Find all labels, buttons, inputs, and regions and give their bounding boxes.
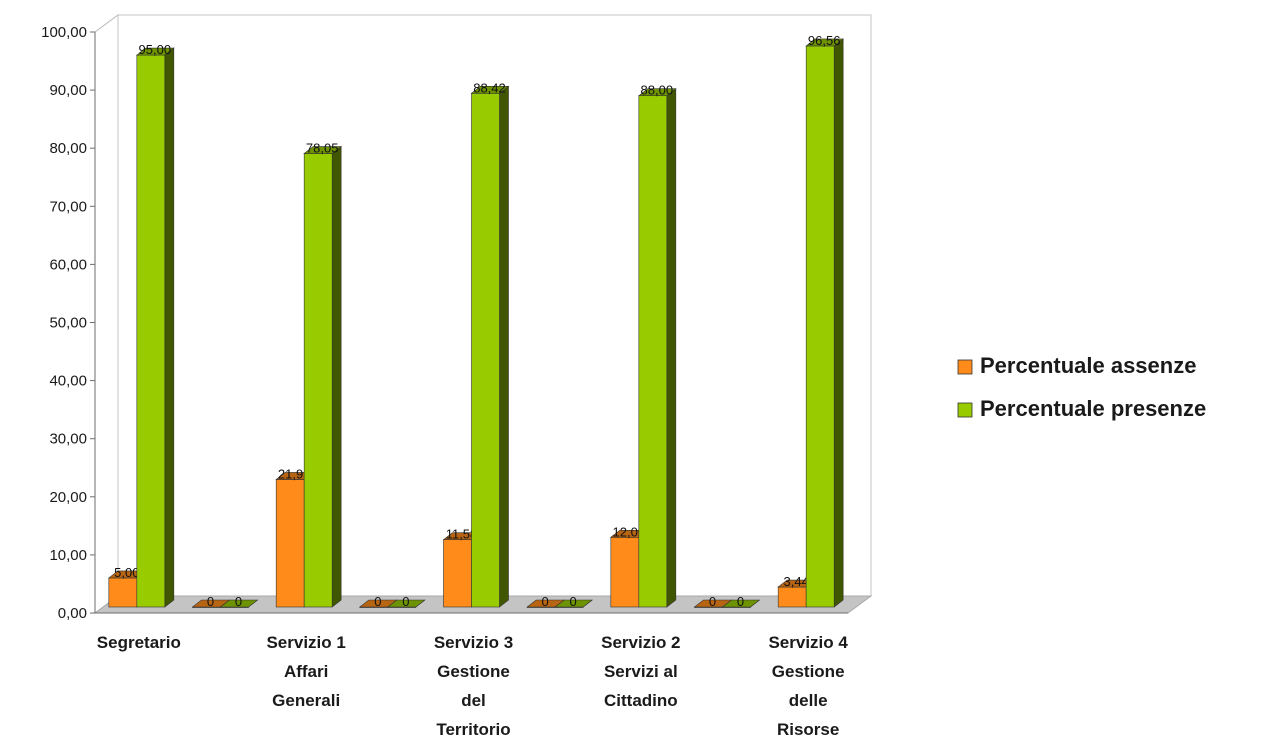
y-tick-label: 80,00 bbox=[49, 140, 87, 157]
x-tick-label-line: Segretario bbox=[97, 633, 181, 652]
data-label: 88,42 bbox=[473, 80, 506, 95]
bar-side bbox=[666, 88, 677, 608]
x-tick-label-line: Servizio 1 bbox=[266, 633, 345, 652]
y-tick-label: 90,00 bbox=[49, 82, 87, 99]
data-label: 21,95 bbox=[278, 466, 311, 481]
y-tick-label: 70,00 bbox=[49, 198, 87, 215]
x-tick-label-line: Generali bbox=[272, 691, 340, 710]
x-tick-label-line: Gestione bbox=[437, 662, 510, 681]
bar-top bbox=[554, 599, 594, 608]
bar-presenze: 88,00 bbox=[637, 83, 677, 608]
bar-presenze: 0 bbox=[554, 594, 594, 609]
bar-top bbox=[637, 88, 677, 97]
data-label: 0 bbox=[374, 594, 381, 609]
x-tick-label-line: Servizio 3 bbox=[434, 633, 513, 652]
bar-top bbox=[721, 599, 761, 608]
x-tick-label-line: Territorio bbox=[436, 720, 510, 739]
bar-front bbox=[638, 95, 668, 608]
bar-presenze: 88,42 bbox=[470, 80, 510, 608]
bar-front bbox=[136, 54, 166, 608]
bar-front bbox=[805, 45, 835, 608]
bar-side bbox=[833, 38, 844, 608]
x-tick-label-line: Affari bbox=[284, 662, 328, 681]
y-tick-label: 10,00 bbox=[49, 547, 87, 564]
y-tick-label: 20,00 bbox=[49, 489, 87, 506]
bar-side bbox=[331, 145, 342, 608]
bar-presenze: 0 bbox=[219, 594, 259, 609]
x-tick-label-line: Servizi al bbox=[604, 662, 678, 681]
bar-presenze: 0 bbox=[721, 594, 761, 609]
bar-front bbox=[275, 479, 305, 608]
bar-front bbox=[610, 536, 640, 608]
bar-top bbox=[135, 47, 175, 56]
bar-presenze: 96,56 bbox=[805, 33, 845, 608]
data-label: 3,44 bbox=[784, 574, 809, 589]
x-tick-label-line: delle bbox=[789, 691, 828, 710]
bar-top bbox=[805, 38, 845, 47]
bar-front bbox=[777, 586, 807, 608]
x-tick-label-line: Servizio 4 bbox=[768, 633, 848, 652]
x-tick-label-line: del bbox=[461, 691, 486, 710]
y-tick-label: 60,00 bbox=[49, 256, 87, 273]
legend-swatch bbox=[957, 402, 973, 418]
data-label: 0 bbox=[737, 594, 744, 609]
bar-side bbox=[164, 47, 175, 608]
legend: Percentuale assenze Percentuale presenze bbox=[957, 353, 1206, 421]
y-tick-label: 30,00 bbox=[49, 431, 87, 448]
bar-top bbox=[386, 599, 426, 608]
y-tick-label: 0,00 bbox=[58, 605, 87, 622]
data-label: 0 bbox=[207, 594, 214, 609]
data-label: 0 bbox=[542, 594, 549, 609]
data-label: 95,00 bbox=[139, 42, 172, 57]
bar-presenze: 95,00 bbox=[135, 42, 175, 608]
bar-front bbox=[108, 577, 138, 608]
data-label: 78,05 bbox=[306, 141, 339, 156]
data-label: 0 bbox=[402, 594, 409, 609]
data-label: 0 bbox=[709, 594, 716, 609]
x-tick-label: Segretario bbox=[97, 633, 181, 652]
bar-front bbox=[303, 153, 333, 608]
side-wall bbox=[94, 14, 119, 614]
legend-swatch bbox=[957, 359, 973, 375]
data-label: 12,00 bbox=[613, 524, 646, 539]
x-tick-label: Servizio 4 Gestione delle Risorse bbox=[768, 633, 848, 739]
bar-presenze: 78,05 bbox=[303, 141, 343, 608]
y-tick-label: 50,00 bbox=[49, 315, 87, 332]
bar-side bbox=[499, 85, 509, 608]
y-tick-label: 40,00 bbox=[49, 373, 87, 390]
legend-label: Percentuale assenze bbox=[980, 353, 1196, 378]
data-label: 0 bbox=[570, 594, 577, 609]
x-tick-label-line: Gestione bbox=[772, 662, 845, 681]
bar-top bbox=[219, 599, 259, 608]
bar-presenze: 0 bbox=[386, 594, 426, 609]
data-label: 96,56 bbox=[808, 33, 841, 48]
bar-top bbox=[303, 146, 343, 154]
data-label: 88,00 bbox=[641, 83, 674, 98]
x-tick-label: Servizio 3 Gestione del Territorio bbox=[434, 633, 513, 739]
x-tick-label: Servizio 1 Affari Generali bbox=[266, 633, 345, 710]
legend-item: Percentuale presenze bbox=[957, 396, 1206, 421]
bars-group: 5,00 95,00 0 0 21,95 78,05 0 0 11,58 88,42 0 0 12,00… bbox=[107, 33, 845, 609]
x-tick-label-line: Servizio 2 bbox=[601, 633, 680, 652]
data-label: 5,00 bbox=[114, 565, 139, 580]
bar-front bbox=[471, 92, 500, 608]
bar-front bbox=[443, 539, 472, 608]
data-label: 0 bbox=[235, 594, 242, 609]
bar-top bbox=[470, 85, 510, 94]
legend-item: Percentuale assenze bbox=[957, 353, 1196, 378]
x-tick-label-line: Risorse bbox=[777, 720, 839, 739]
legend-label: Percentuale presenze bbox=[980, 396, 1206, 421]
x-axis: Segretario Servizio 1 Affari GeneraliServiz… bbox=[95, 612, 848, 739]
x-tick-label: Servizio 2 Servizi al Cittadino bbox=[601, 633, 680, 710]
data-label: 11,58 bbox=[446, 527, 478, 542]
x-tick-label-line: Cittadino bbox=[604, 691, 678, 710]
y-axis: 0,00 10,00 20,00 30,00 40,00 50,00 60,00 70,00 8… bbox=[41, 24, 96, 622]
y-tick-label: 100,00 bbox=[41, 24, 87, 41]
